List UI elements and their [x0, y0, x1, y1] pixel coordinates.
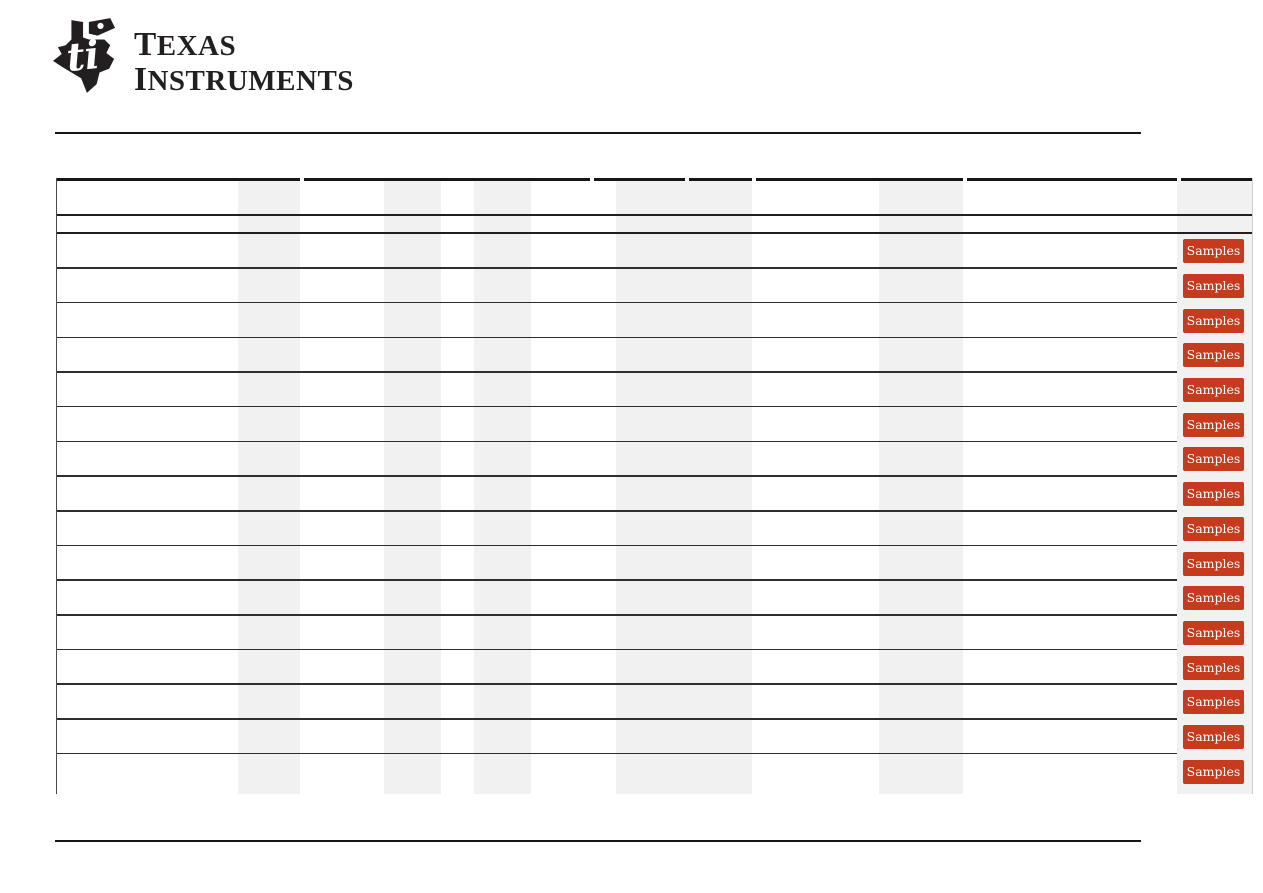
samples-button[interactable]: Samples [1183, 655, 1244, 680]
table-row: Samples [56, 616, 1253, 651]
bottom-divider [55, 840, 1141, 842]
samples-button[interactable]: Samples [1183, 239, 1244, 264]
table-row: Samples [56, 303, 1253, 338]
column-stripe [879, 181, 963, 794]
table-row: Samples [56, 720, 1253, 755]
border-gap [752, 178, 756, 181]
samples-button[interactable]: Samples [1183, 412, 1244, 437]
column-stripe [474, 181, 531, 794]
samples-button[interactable]: Samples [1183, 551, 1244, 576]
border-gap [1177, 178, 1181, 181]
table-row: Samples [56, 338, 1253, 373]
logo-texas-text: TEXAS [134, 26, 237, 63]
ti-texas-bug-icon: ti [53, 18, 116, 93]
table-row: Samples [56, 407, 1253, 442]
samples-button[interactable]: Samples [1183, 308, 1244, 333]
table-row: Samples [56, 442, 1253, 477]
table-right-border [1252, 178, 1253, 794]
samples-button[interactable]: Samples [1183, 724, 1244, 749]
border-gap [963, 178, 967, 181]
table-top-border [56, 178, 1253, 181]
column-stripe [238, 181, 300, 794]
table-row: Samples [56, 546, 1253, 581]
column-stripe [616, 181, 752, 794]
table-row: Samples [56, 512, 1253, 547]
svg-text:ti: ti [64, 33, 101, 81]
product-table: Samples Samples Samples Samples Samples … [56, 178, 1253, 794]
border-gap [685, 178, 689, 181]
table-row: Samples [56, 581, 1253, 616]
samples-button[interactable]: Samples [1183, 759, 1244, 784]
samples-button[interactable]: Samples [1183, 274, 1244, 299]
table-row: Samples [56, 269, 1253, 304]
table-body: Samples Samples Samples Samples Samples … [56, 234, 1253, 789]
samples-button[interactable]: Samples [1183, 516, 1244, 541]
ti-logo-text: TEXAS INSTRUMENTS [134, 28, 354, 97]
samples-button[interactable]: Samples [1183, 482, 1244, 507]
samples-button[interactable]: Samples [1183, 343, 1244, 368]
table-row: Samples [56, 234, 1253, 269]
samples-button[interactable]: Samples [1183, 586, 1244, 611]
table-row: Samples [56, 477, 1253, 512]
table-row: Samples [56, 373, 1253, 408]
top-divider [55, 132, 1141, 134]
table-row: Samples [56, 650, 1253, 685]
ti-logo: ti TEXAS INSTRUMENTS [53, 17, 354, 97]
logo-instruments-text: INSTRUMENTS [134, 61, 354, 99]
table-row: Samples [56, 685, 1253, 720]
samples-button[interactable]: Samples [1183, 378, 1244, 403]
table-header-row-1 [56, 181, 1253, 216]
border-gap [300, 178, 304, 181]
table-left-border [56, 178, 57, 794]
border-gap [590, 178, 594, 181]
table-header-row-2 [56, 216, 1253, 234]
samples-button[interactable]: Samples [1183, 620, 1244, 645]
column-stripe [384, 181, 441, 794]
samples-button[interactable]: Samples [1183, 690, 1244, 715]
samples-button[interactable]: Samples [1183, 447, 1244, 472]
table-row: Samples [56, 754, 1253, 789]
